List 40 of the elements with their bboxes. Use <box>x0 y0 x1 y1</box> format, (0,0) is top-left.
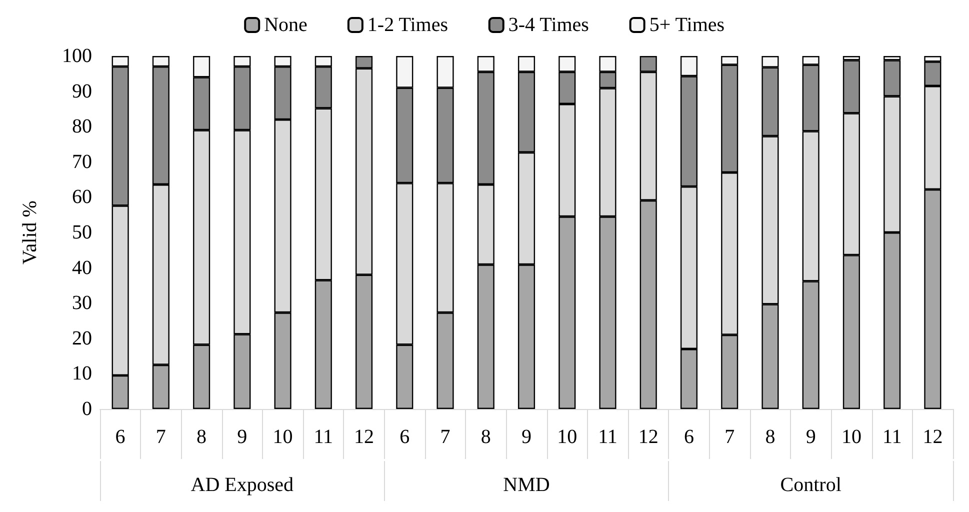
x-tick-label: 9 <box>522 426 532 448</box>
legend-label: 5+ Times <box>649 14 725 36</box>
x-tick-label: 11 <box>314 426 334 448</box>
y-tick-label: 100 <box>62 45 92 67</box>
y-tick-label: 10 <box>72 362 92 385</box>
y-tick-label: 90 <box>72 80 92 102</box>
y-tick-label: 40 <box>72 256 92 279</box>
x-tick-label: 12 <box>638 426 658 448</box>
x-tick-label: 6 <box>115 426 126 448</box>
x-tick-label: 6 <box>684 426 694 448</box>
text: NMD <box>503 474 550 496</box>
y-axis-title: Valid % <box>19 200 41 264</box>
y-tick-label: 60 <box>72 186 92 208</box>
x-tick-label: 10 <box>272 426 293 448</box>
x-tick-label: 10 <box>557 426 578 448</box>
text: AD Exposed <box>190 474 294 496</box>
x-tick-label: 11 <box>598 426 618 448</box>
x-tick-label: 8 <box>765 426 776 448</box>
y-tick-label: 20 <box>72 327 92 350</box>
legend-label: None <box>264 14 308 36</box>
x-tick-label: 10 <box>841 426 862 448</box>
x-tick-label: 6 <box>400 426 410 448</box>
x-tick-label: 8 <box>480 426 491 448</box>
text: Control <box>780 474 842 496</box>
x-tick-label: 7 <box>440 426 450 448</box>
legend-label: 1-2 Times <box>367 14 448 36</box>
x-tick-label: 9 <box>237 426 248 448</box>
y-tick-label: 70 <box>72 150 92 173</box>
y-tick-label: 50 <box>72 222 92 244</box>
x-tick-label: 12 <box>354 426 374 448</box>
x-tick-label: 7 <box>724 426 735 448</box>
y-tick-label: 80 <box>72 116 92 138</box>
x-tick-label: 7 <box>156 426 166 448</box>
y-tick-label: 0 <box>82 398 92 420</box>
x-tick-label: 8 <box>196 426 207 448</box>
legend-label: 3-4 Times <box>508 14 590 36</box>
x-tick-label: 11 <box>882 426 902 448</box>
x-tick-label: 12 <box>922 426 943 448</box>
y-tick-label: 30 <box>72 292 92 314</box>
x-tick-label: 9 <box>806 426 816 448</box>
